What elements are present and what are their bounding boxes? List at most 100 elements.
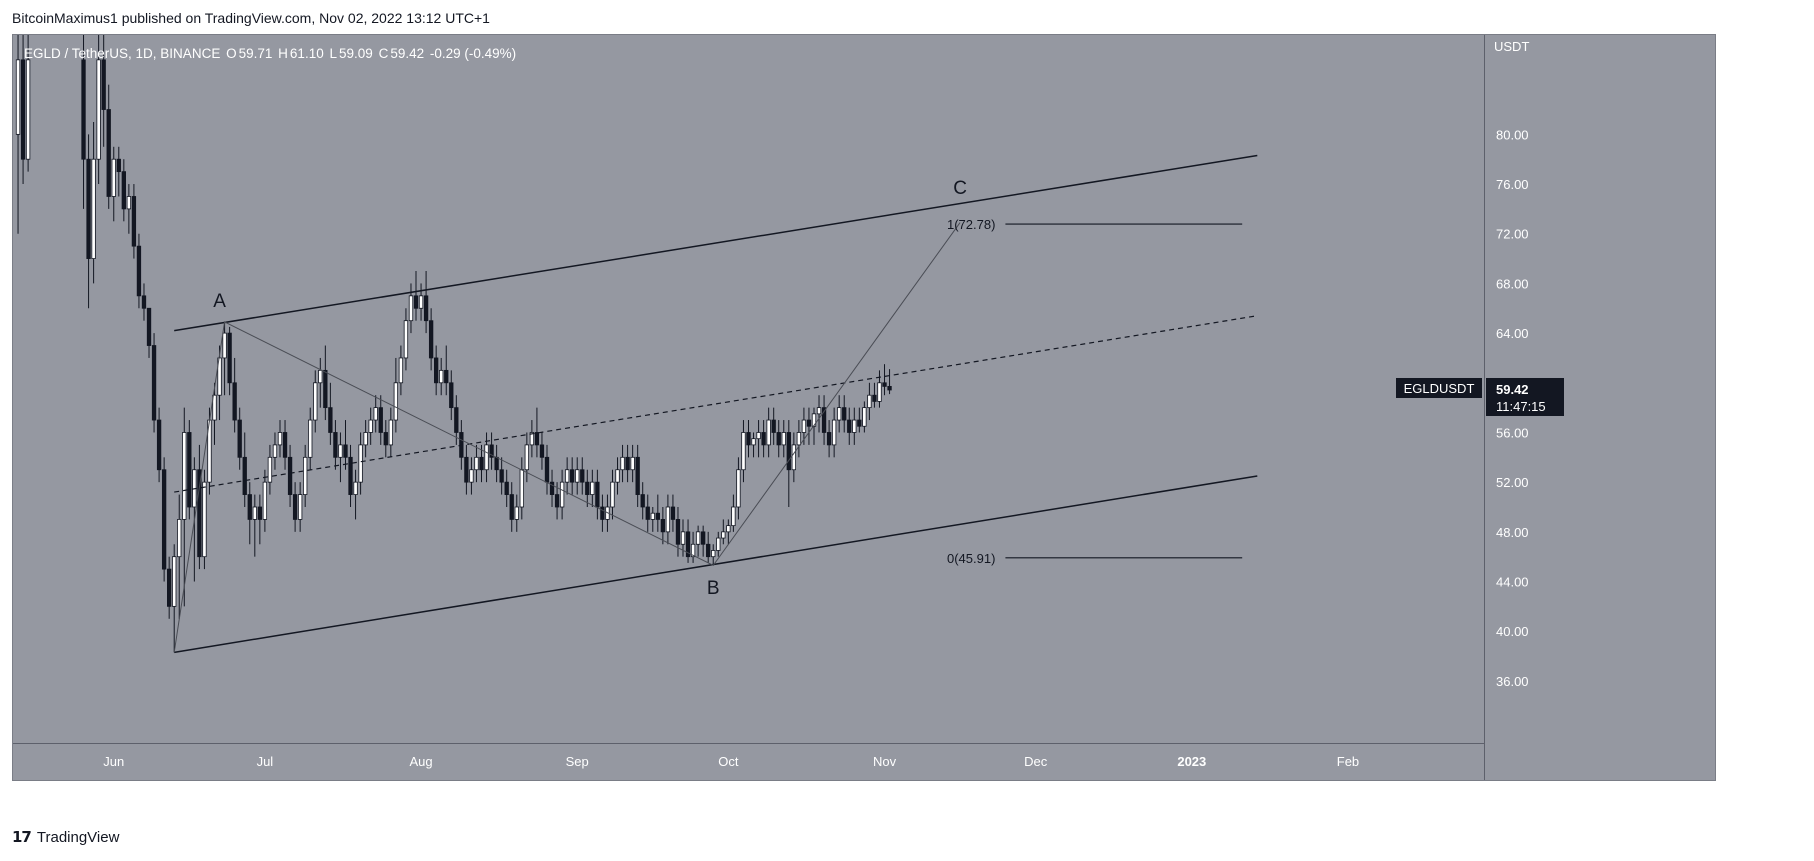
candle-body <box>262 481 268 520</box>
chart-frame[interactable]: USDT80.0076.0072.0068.0064.0060.0056.005… <box>12 34 1716 781</box>
candle-body <box>15 59 21 135</box>
wave-label-a: A <box>213 291 226 312</box>
candle-body <box>615 469 620 483</box>
candle-body <box>373 407 378 421</box>
candle-body <box>499 469 504 483</box>
candle-body <box>358 444 363 483</box>
candle-body <box>20 59 26 160</box>
candle-body <box>801 419 807 433</box>
plot-background <box>13 35 1484 743</box>
candle-body <box>675 519 681 545</box>
open-value: 59.71 <box>238 46 273 61</box>
channel-mid-line <box>174 315 1258 493</box>
price-scale-unit: USDT <box>1494 39 1529 54</box>
open-label: O <box>226 46 237 61</box>
candle-body <box>101 59 106 110</box>
candle-body <box>665 506 671 533</box>
candle-body <box>136 245 142 297</box>
candle-body <box>439 369 444 384</box>
candle-body <box>116 158 121 173</box>
candle-body <box>670 506 676 520</box>
candle-body <box>388 419 393 446</box>
candle-body <box>564 469 570 483</box>
candle-body <box>731 506 736 527</box>
chart-svg[interactable]: USDT80.0076.0072.0068.0064.0060.0056.005… <box>13 35 1715 780</box>
candle-body <box>413 295 419 309</box>
candle-body <box>81 59 86 160</box>
candle-body <box>776 432 781 446</box>
candle-body <box>509 494 514 520</box>
candle-body <box>106 109 111 197</box>
candle-body <box>383 432 388 446</box>
candle-body <box>756 432 761 440</box>
candle-body <box>434 357 439 384</box>
candle-body <box>297 494 303 520</box>
candle-body <box>655 512 660 520</box>
candle-body <box>524 444 530 471</box>
candle-body <box>202 481 207 558</box>
candle-body <box>620 456 625 471</box>
candle-body <box>232 382 237 421</box>
symbol-ohlc-line: EGLD / TetherUS, 1D, BINANCE O 59.71 H 61.… <box>22 46 518 61</box>
candle-body <box>862 407 867 427</box>
price-tick-label: 36.00 <box>1496 674 1529 689</box>
candle-body <box>418 295 424 309</box>
candle-body <box>489 444 494 458</box>
candle-body <box>267 456 273 483</box>
candle-body <box>494 456 499 471</box>
time-tick-label: Oct <box>718 754 739 769</box>
candle-body <box>313 382 318 421</box>
candle-body <box>700 531 706 545</box>
channel-bottom-line <box>174 475 1258 654</box>
time-tick-label: Jul <box>257 754 274 769</box>
price-tag-background <box>1486 377 1564 416</box>
candle-body <box>227 332 232 384</box>
candle-body <box>625 456 630 471</box>
candle-body <box>867 394 872 409</box>
candle-body <box>741 432 746 471</box>
candle-body <box>781 432 786 446</box>
candle-body <box>121 171 126 210</box>
price-tick-label: 56.00 <box>1496 425 1529 440</box>
candle-body <box>852 419 857 433</box>
time-tick-label: Aug <box>409 754 432 769</box>
high-value: 61.10 <box>289 46 324 61</box>
publish-header: BitcoinMaximus1 published on TradingView… <box>12 10 490 26</box>
time-tick-label: Sep <box>566 754 589 769</box>
candle-body <box>816 407 822 415</box>
candle-body <box>277 432 283 446</box>
candle-body <box>282 432 288 458</box>
close-label: C <box>378 46 389 61</box>
candle-body <box>575 469 580 483</box>
candle-body <box>408 295 414 322</box>
wave-path-line <box>173 222 961 653</box>
candle-body <box>292 494 298 520</box>
candle-body <box>857 419 862 427</box>
candle-body <box>167 568 172 607</box>
candle-body <box>338 444 343 458</box>
low-value: 59.09 <box>339 46 373 61</box>
footer-brand-text: TradingView <box>36 828 120 846</box>
candle-body <box>635 456 640 495</box>
candle-body <box>882 382 887 387</box>
candle-body <box>444 369 449 384</box>
candle-body <box>796 432 802 446</box>
candle-body <box>534 432 540 446</box>
candle-body <box>111 158 116 197</box>
candle-body <box>257 506 263 520</box>
candle-body <box>544 456 550 483</box>
candle-body <box>630 456 635 471</box>
candle-body <box>469 469 474 483</box>
channel-top-line <box>174 154 1258 332</box>
candle-body <box>685 531 691 558</box>
low-label: L <box>329 46 337 61</box>
candle-body <box>197 469 202 558</box>
candle-body <box>161 469 167 570</box>
footer-brand[interactable]: 𝟭𝟳 TradingView <box>12 828 120 847</box>
time-tick-label: Dec <box>1024 754 1048 769</box>
candle-body <box>791 444 797 471</box>
time-tick-label: Nov <box>873 754 897 769</box>
candle-body <box>771 419 776 433</box>
candle-body <box>706 543 711 558</box>
candle-body <box>640 494 645 508</box>
